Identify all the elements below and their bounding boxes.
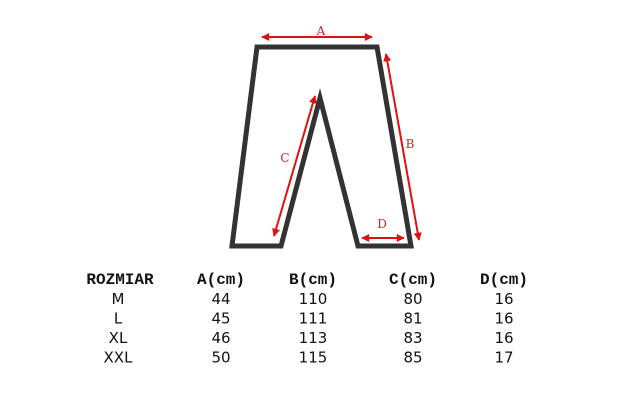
measurement-cell: 44 <box>211 290 230 308</box>
label-b: B <box>406 137 415 151</box>
measurement-cell: 113 <box>299 329 328 347</box>
column-header: ROZMIAR <box>86 271 154 289</box>
measurement-cell: 85 <box>403 349 422 367</box>
measurement-cell: 46 <box>211 329 230 347</box>
size-cell: XL <box>109 329 128 347</box>
size-table: ROZMIAR A(cm) B(cm) C(cm) D(cm) M 44 110 80 16 L 45… <box>86 271 528 367</box>
column-header: C(cm) <box>389 271 437 289</box>
label-a: A <box>316 24 326 38</box>
label-d: D <box>377 217 387 231</box>
measurement-cell: 16 <box>494 310 513 328</box>
measurement-cell: 50 <box>211 349 230 367</box>
measurement-cell: 45 <box>211 310 230 328</box>
measurement-cell: 110 <box>299 290 328 308</box>
label-c: C <box>280 151 289 165</box>
measurement-cell: 16 <box>494 329 513 347</box>
column-header: D(cm) <box>480 271 528 289</box>
measurement-cell: 17 <box>494 349 513 367</box>
measurement-cell: 80 <box>403 290 422 308</box>
column-header: B(cm) <box>289 271 337 289</box>
measurement-cell: 16 <box>494 290 513 308</box>
arrow-c <box>272 95 317 237</box>
size-cell: L <box>114 310 123 328</box>
measurement-cell: 81 <box>403 310 422 328</box>
arrow-b <box>383 53 422 241</box>
size-cell: XXL <box>104 349 134 367</box>
measurement-cell: 115 <box>299 349 328 367</box>
column-header: A(cm) <box>197 271 245 289</box>
measurement-cell: 83 <box>403 329 422 347</box>
size-cell: M <box>112 290 125 308</box>
measurement-cell: 111 <box>299 310 328 328</box>
